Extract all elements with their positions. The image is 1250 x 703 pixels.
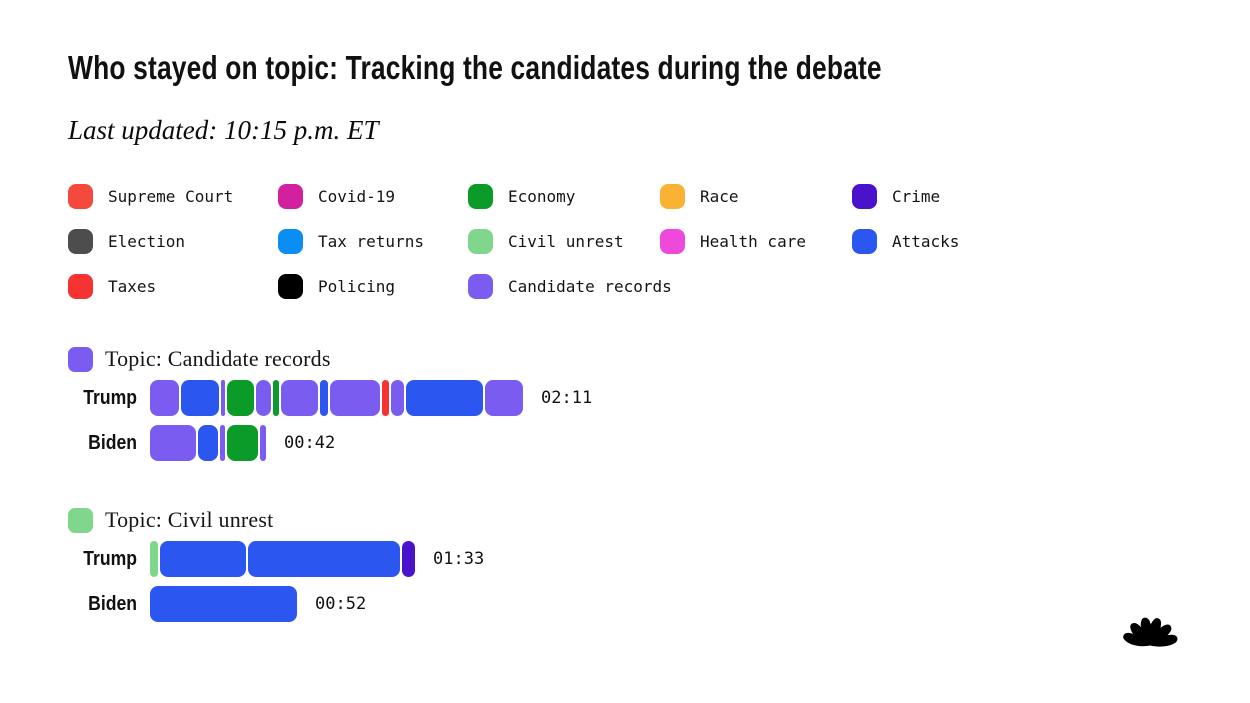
- legend-label: Health care: [700, 232, 806, 252]
- legend-label: Supreme Court: [108, 187, 234, 207]
- segment-attacks: [150, 586, 297, 623]
- timeline-row-trump: Trump 01:33: [68, 541, 1250, 578]
- legend-label: Candidate records: [508, 277, 672, 297]
- legend-item-crime: Crime: [852, 183, 1178, 210]
- segment-economy: [273, 380, 279, 417]
- legend-label: Civil unrest: [508, 232, 624, 252]
- duration-label: 02:11: [541, 388, 593, 409]
- segment-candidate-records: [281, 380, 318, 417]
- segment-attacks: [406, 380, 483, 417]
- page-title-text: Who stayed on topic: Tracking the candid…: [68, 49, 882, 86]
- legend-item-civil-unrest: Civil unrest: [468, 228, 660, 255]
- segment-candidate-records: [221, 380, 225, 417]
- segment-candidate-records: [260, 425, 266, 462]
- segment-candidate-records: [391, 380, 404, 417]
- topic-color-swatch: [468, 274, 493, 300]
- topic-color-swatch: [660, 184, 685, 210]
- segment-attacks: [181, 380, 219, 417]
- segment-attacks: [320, 380, 328, 417]
- legend-item-covid-19: Covid-19: [278, 183, 468, 210]
- segment-candidate-records: [256, 380, 271, 417]
- topic-color-swatch: [68, 184, 93, 210]
- legend-item-attacks: Attacks: [852, 228, 1178, 255]
- legend-label: Taxes: [108, 277, 157, 297]
- section-header: Topic: Civil unrest: [68, 507, 1250, 533]
- legend-item-race: Race: [660, 183, 852, 210]
- last-updated: Last updated: 10:15 p.m. ET: [68, 115, 379, 146]
- legend-label: Tax returns: [318, 232, 424, 252]
- topic-color-swatch: [852, 229, 877, 255]
- timeline-row-biden: Biden 00:42: [68, 425, 1250, 462]
- legend-label: Covid-19: [318, 187, 396, 207]
- legend-label: Race: [700, 187, 739, 207]
- segment-candidate-records: [150, 380, 179, 417]
- topic-color-swatch: [468, 229, 493, 255]
- legend-item-policing: Policing: [278, 273, 468, 300]
- topic-color-swatch: [278, 229, 303, 255]
- segment-civil-unrest: [150, 541, 158, 578]
- topic-color-swatch: [278, 274, 303, 300]
- speaker-label: Biden: [88, 592, 137, 615]
- segment-candidate-records: [330, 380, 380, 417]
- page-title: Who stayed on topic: Tracking the candid…: [68, 49, 1250, 86]
- legend-item-taxes: Taxes: [68, 273, 278, 300]
- segment-crime: [402, 541, 415, 578]
- topic-color-swatch: [468, 184, 493, 210]
- section-header: Topic: Candidate records: [68, 346, 1250, 372]
- section-heading: Topic: Candidate records: [105, 346, 331, 372]
- duration-label: 00:52: [315, 594, 367, 615]
- timeline-bar: [150, 380, 523, 417]
- topic-color-swatch: [660, 229, 685, 255]
- legend-item-health-care: Health care: [660, 228, 852, 255]
- section-civil-unrest: Topic: Civil unrest Trump 01:33 Biden 00…: [68, 507, 1250, 623]
- segment-economy: [227, 425, 258, 462]
- section-heading: Topic: Civil unrest: [105, 507, 274, 533]
- legend-item-supreme-court: Supreme Court: [68, 183, 278, 210]
- speaker-label: Trump: [83, 547, 137, 570]
- timeline-bar: [150, 541, 415, 578]
- nbc-peacock-logo: [1123, 617, 1178, 647]
- segment-attacks: [248, 541, 400, 578]
- segment-taxes: [382, 380, 389, 417]
- topic-swatch: [68, 507, 93, 533]
- timeline-bar: [150, 586, 297, 623]
- legend-label: Attacks: [892, 232, 960, 252]
- legend-label: Election: [108, 232, 186, 252]
- legend-item-tax-returns: Tax returns: [278, 228, 468, 255]
- duration-label: 00:42: [284, 433, 336, 454]
- topic-legend: Supreme Court Covid-19 Economy Race Crime Ele…: [68, 183, 1178, 300]
- segment-candidate-records: [150, 425, 196, 462]
- legend-label: Economy: [508, 187, 576, 207]
- topic-color-swatch: [68, 274, 93, 300]
- legend-item-economy: Economy: [468, 183, 660, 210]
- segment-candidate-records: [485, 380, 523, 417]
- topic-color-swatch: [68, 229, 93, 255]
- legend-label: Crime: [892, 187, 941, 207]
- topic-color-swatch: [852, 184, 877, 210]
- duration-label: 01:33: [433, 549, 485, 570]
- speaker-label: Biden: [88, 431, 137, 454]
- legend-item-candidate-records: Candidate records: [468, 273, 672, 300]
- section-candidate-records: Topic: Candidate records Trump 02:11 Bid…: [68, 346, 1250, 462]
- topic-swatch: [68, 346, 93, 372]
- timeline-row-biden: Biden 00:52: [68, 586, 1250, 623]
- speaker-label: Trump: [83, 386, 137, 409]
- timeline-bar: [150, 425, 266, 462]
- segment-attacks: [198, 425, 218, 462]
- segment-economy: [227, 380, 254, 417]
- legend-item-election: Election: [68, 228, 278, 255]
- topic-color-swatch: [278, 184, 303, 210]
- timeline-row-trump: Trump 02:11: [68, 380, 1250, 417]
- legend-label: Policing: [318, 277, 396, 297]
- segment-candidate-records: [220, 425, 225, 462]
- segment-attacks: [160, 541, 246, 578]
